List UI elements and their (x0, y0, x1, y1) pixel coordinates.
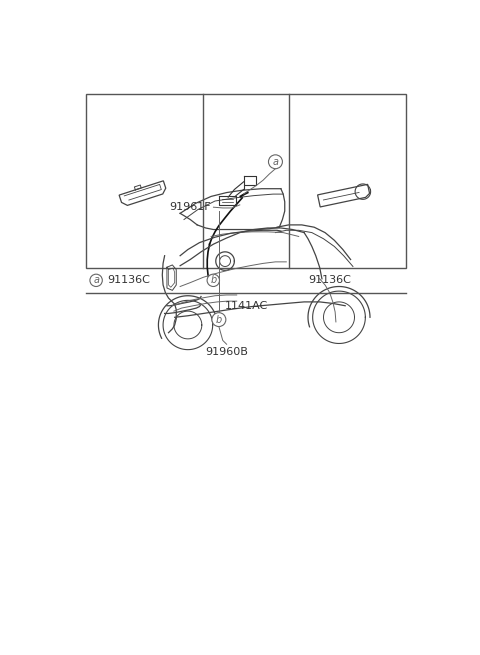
Text: b: b (216, 314, 222, 325)
Text: 91136C: 91136C (108, 275, 151, 286)
Circle shape (212, 312, 226, 327)
Circle shape (90, 274, 102, 286)
Text: 91961F: 91961F (169, 202, 211, 212)
Bar (86, 94, 406, 268)
Text: b: b (210, 275, 216, 286)
Text: 1141AC: 1141AC (224, 301, 268, 310)
Text: 91136C: 91136C (308, 275, 351, 286)
Text: a: a (273, 157, 278, 167)
Circle shape (268, 155, 282, 169)
Circle shape (207, 274, 219, 286)
Text: 91960B: 91960B (205, 346, 248, 356)
Text: a: a (93, 275, 99, 286)
